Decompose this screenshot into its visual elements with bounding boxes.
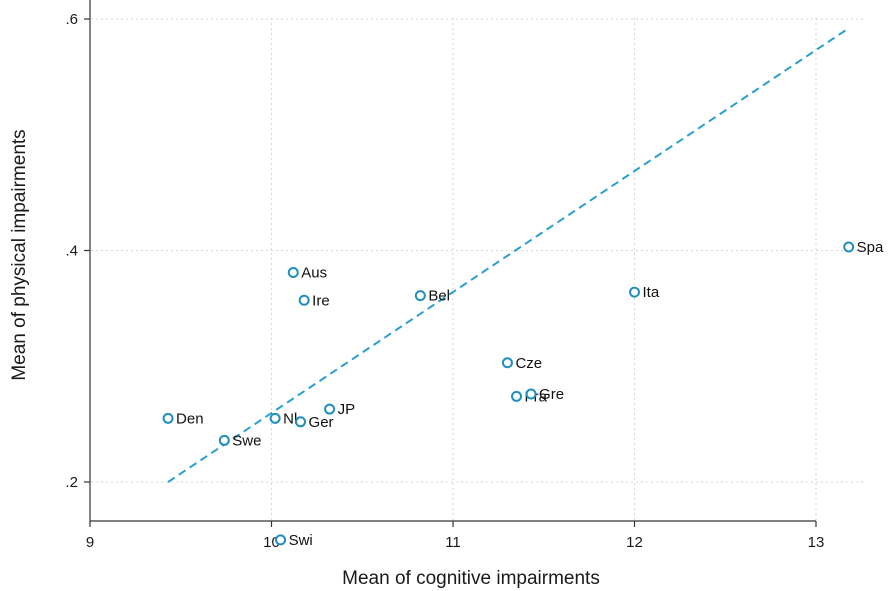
x-tick-label: 13 [808,534,825,551]
point-label: Nl [283,410,297,427]
x-tick-label: 11 [445,534,461,551]
point-marker [295,416,307,428]
point-marker [414,290,426,302]
point-label: Ire [312,292,330,309]
point-marker [843,241,855,253]
point-label: Swi [289,532,313,549]
point-marker [501,357,513,369]
y-tick-label: .6 [65,11,78,28]
point-label: Swe [232,432,261,449]
data-point-spa: Spa [843,239,884,256]
point-marker [298,294,310,306]
point-label: Bel [428,288,450,305]
y-tick-label: .2 [65,474,78,491]
point-label: Aus [301,264,327,281]
points-layer: IsrPolSpaAusIreBelItaCzeFraGreJPNlGerDen… [162,239,884,549]
data-point-swe: Swe [218,432,261,449]
x-tick-label: 12 [626,534,643,551]
data-point-gre: Gre [525,386,564,403]
fit-line [167,27,850,483]
point-label: Gre [539,386,564,403]
data-point-bel: Bel [414,288,450,305]
point-marker [511,390,523,402]
data-point-den: Den [162,410,204,427]
data-point-ita: Ita [629,284,660,301]
point-label: JP [338,401,356,418]
data-point-jp: JP [324,401,356,418]
y-tick-label: .4 [65,243,78,260]
point-marker [324,403,336,415]
point-label: Spa [857,239,884,256]
point-marker [269,412,281,424]
data-point-ire: Ire [298,292,330,309]
data-point-aus: Aus [287,264,327,281]
data-point-ger: Ger [295,414,334,431]
point-label: Ita [643,284,660,301]
point-label: Den [176,410,204,427]
point-label: Ger [309,414,334,431]
point-marker [287,266,299,278]
data-point-swi: Swi [275,532,313,549]
point-marker [162,412,174,424]
point-marker [218,434,230,446]
point-label: Cze [515,355,542,372]
point-marker [525,388,537,400]
fit-line-layer [167,27,850,483]
point-marker [629,286,640,298]
point-marker [275,534,287,546]
x-axis-title: Mean of cognitive impairments [342,568,600,589]
axes: .2.4.6.81910111213 [65,0,824,551]
x-tick-label: 9 [86,534,94,551]
data-point-nl: Nl [269,410,297,427]
y-axis-title: Mean of physical impairments [9,129,30,380]
grid [89,18,865,521]
data-point-cze: Cze [501,355,542,372]
